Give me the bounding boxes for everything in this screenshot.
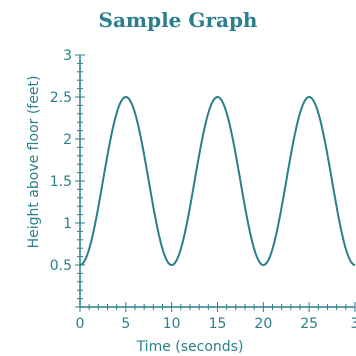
x-tick-label: 15 <box>209 316 227 332</box>
y-tick-label: 1.5 <box>50 174 72 190</box>
chart-title: Sample Graph <box>98 8 258 32</box>
x-tick-label: 5 <box>121 316 130 332</box>
tick-labels: 0.5 1 1.5 2 2.5 3 0 5 10 15 20 25 3 <box>50 48 356 332</box>
x-axis-title: Time (seconds) <box>136 339 244 355</box>
y-tick-label: 2 <box>63 132 72 148</box>
axes <box>79 55 355 308</box>
y-tick-label: 2.5 <box>50 90 72 106</box>
y-tick-label: 1 <box>63 216 72 232</box>
ticks <box>75 54 356 312</box>
x-tick-label: 3 <box>351 316 356 332</box>
y-axis-title: Height above floor (feet) <box>26 76 42 249</box>
x-tick-label: 25 <box>300 316 318 332</box>
x-tick-label: 0 <box>76 316 85 332</box>
y-tick-label: 0.5 <box>50 258 72 274</box>
x-tick-label: 10 <box>163 316 181 332</box>
x-tick-label: 20 <box>254 316 272 332</box>
series-line <box>79 96 356 266</box>
y-tick-label: 3 <box>63 48 72 64</box>
